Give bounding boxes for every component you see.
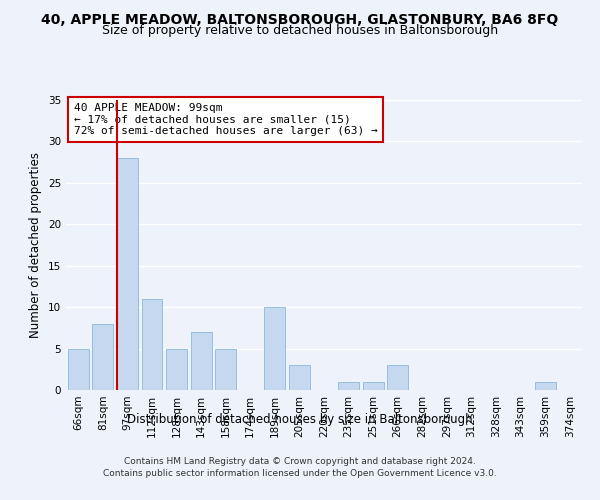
Text: Contains public sector information licensed under the Open Government Licence v3: Contains public sector information licen… (103, 469, 497, 478)
Bar (92, 324, 113, 390)
Bar (166, 348, 187, 390)
Text: Contains HM Land Registry data © Crown copyright and database right 2024.: Contains HM Land Registry data © Crown c… (124, 458, 476, 466)
Bar (289, 365, 310, 390)
Bar (535, 382, 556, 390)
Y-axis label: Number of detached properties: Number of detached properties (29, 152, 43, 338)
Text: 40, APPLE MEADOW, BALTONSBOROUGH, GLASTONBURY, BA6 8FQ: 40, APPLE MEADOW, BALTONSBOROUGH, GLASTO… (41, 12, 559, 26)
Bar (387, 365, 408, 390)
Bar (362, 382, 383, 390)
Bar (338, 382, 359, 390)
Bar (191, 332, 212, 390)
Bar (142, 299, 163, 390)
Bar (117, 158, 138, 390)
Text: Distribution of detached houses by size in Baltonsborough: Distribution of detached houses by size … (127, 412, 473, 426)
Bar (68, 348, 89, 390)
Text: Size of property relative to detached houses in Baltonsborough: Size of property relative to detached ho… (102, 24, 498, 37)
Text: 40 APPLE MEADOW: 99sqm
← 17% of detached houses are smaller (15)
72% of semi-det: 40 APPLE MEADOW: 99sqm ← 17% of detached… (74, 103, 377, 136)
Bar (265, 307, 286, 390)
Bar (215, 348, 236, 390)
